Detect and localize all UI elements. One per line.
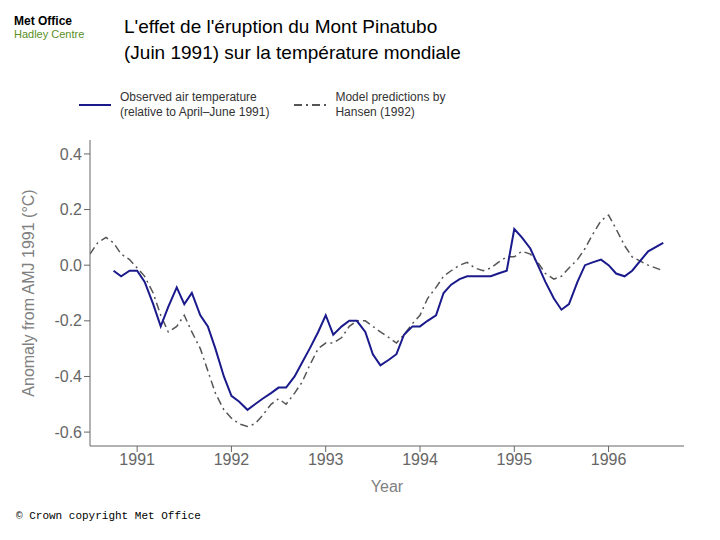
html-text:Met Office: Met Office bbox=[14, 14, 72, 28]
svg-text:1995: 1995 bbox=[496, 451, 532, 468]
svg-text:1996: 1996 bbox=[591, 451, 627, 468]
svg-text:0.4: 0.4 bbox=[60, 146, 82, 163]
html-text:L'effet de l'éruption du Mont: L'effet de l'éruption du Mont Pinatubo bbox=[124, 16, 438, 37]
svg-text:0.2: 0.2 bbox=[60, 201, 82, 218]
html-text:Hansen (1992): Hansen (1992) bbox=[335, 105, 415, 119]
svg-text:1991: 1991 bbox=[119, 451, 155, 468]
html-text:(relative to April–June 1991): (relative to April–June 1991) bbox=[120, 105, 270, 119]
svg-text:-0.2: -0.2 bbox=[54, 312, 82, 329]
html-text:Hadley Centre: Hadley Centre bbox=[14, 28, 85, 40]
svg-text:1994: 1994 bbox=[402, 451, 438, 468]
svg-text:Year: Year bbox=[371, 478, 404, 495]
svg-text:1993: 1993 bbox=[308, 451, 344, 468]
svg-text:0.0: 0.0 bbox=[60, 257, 82, 274]
svg-text:-0.6: -0.6 bbox=[54, 424, 82, 441]
html-text:(Juin 1991) sur la température: (Juin 1991) sur la température mondiale bbox=[124, 42, 461, 63]
svg-text:-0.4: -0.4 bbox=[54, 368, 82, 385]
html-text:© Crown copyright Met Office: © Crown copyright Met Office bbox=[16, 510, 201, 522]
svg-text:1992: 1992 bbox=[214, 451, 250, 468]
html-text:Observed air temperature: Observed air temperature bbox=[120, 90, 257, 104]
svg-text:Anomaly from AMJ 1991 (°C): Anomaly from AMJ 1991 (°C) bbox=[20, 189, 37, 396]
html-text:Model predictions by: Model predictions by bbox=[335, 90, 446, 104]
